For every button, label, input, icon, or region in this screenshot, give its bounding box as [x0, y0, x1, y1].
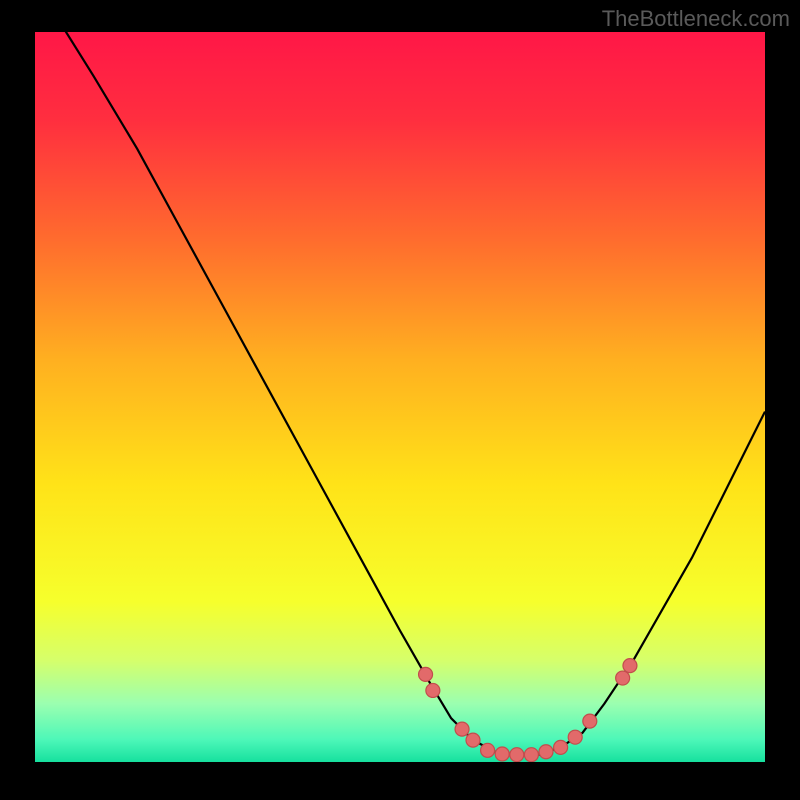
curve-marker — [524, 748, 538, 762]
curve-marker — [539, 745, 553, 759]
curve-marker — [510, 748, 524, 762]
curve-marker — [495, 747, 509, 761]
curve-marker — [426, 683, 440, 697]
plot-background — [35, 32, 765, 762]
curve-marker — [568, 730, 582, 744]
curve-marker — [481, 743, 495, 757]
curve-marker — [455, 722, 469, 736]
curve-marker — [466, 733, 480, 747]
curve-marker — [583, 714, 597, 728]
bottleneck-chart — [0, 0, 800, 800]
curve-marker — [623, 659, 637, 673]
curve-marker — [616, 671, 630, 685]
curve-marker — [419, 667, 433, 681]
curve-marker — [554, 740, 568, 754]
chart-stage: TheBottleneck.com — [0, 0, 800, 800]
